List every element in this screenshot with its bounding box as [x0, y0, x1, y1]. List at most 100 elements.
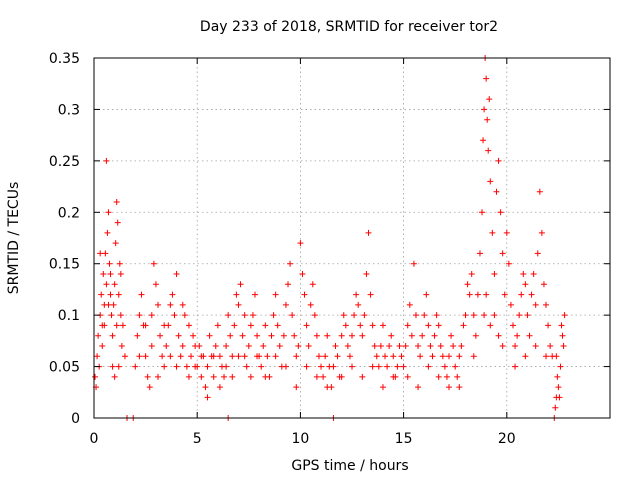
data-point — [223, 363, 230, 370]
y-tick-label: 0.05 — [49, 360, 80, 376]
data-point — [225, 312, 232, 319]
data-point — [390, 353, 397, 360]
data-point — [398, 353, 405, 360]
data-point — [245, 343, 252, 349]
data-point — [402, 343, 409, 349]
data-point — [97, 250, 104, 257]
data-point — [299, 271, 306, 277]
data-point — [247, 373, 254, 380]
data-point — [520, 271, 527, 277]
data-point — [105, 209, 112, 216]
data-point — [142, 322, 149, 329]
data-point — [558, 322, 565, 329]
data-point — [450, 343, 457, 349]
data-point — [100, 271, 107, 277]
data-point — [301, 291, 308, 298]
data-point — [518, 291, 525, 298]
data-point — [443, 373, 450, 380]
data-point — [157, 332, 164, 339]
data-point — [501, 291, 508, 298]
data-point — [538, 229, 545, 236]
data-point — [134, 332, 141, 339]
axis-ticks — [93, 57, 610, 419]
data-point — [221, 373, 228, 380]
data-point — [456, 353, 463, 360]
data-point — [425, 322, 432, 329]
data-point — [285, 281, 292, 288]
data-point — [371, 343, 378, 349]
data-point — [109, 363, 116, 370]
data-point — [262, 322, 269, 329]
data-point — [382, 353, 389, 360]
data-point — [92, 373, 99, 380]
data-point — [349, 332, 355, 339]
data-point — [173, 363, 180, 370]
data-point — [107, 271, 114, 277]
data-point — [188, 353, 195, 360]
data-point — [136, 353, 143, 360]
data-point — [113, 322, 120, 329]
data-point — [138, 291, 145, 298]
data-point — [167, 301, 174, 308]
data-point — [307, 301, 314, 308]
data-point — [491, 271, 498, 277]
data-point — [212, 343, 219, 349]
data-point — [480, 137, 487, 144]
data-point — [241, 353, 248, 360]
data-point — [223, 343, 230, 349]
data-point — [342, 322, 349, 329]
data-point — [483, 75, 490, 82]
data-point — [516, 312, 523, 319]
x-tick-label: 10 — [291, 431, 309, 447]
data-point — [146, 384, 153, 391]
data-point — [404, 373, 411, 380]
data-point — [270, 312, 277, 319]
data-point — [198, 373, 205, 380]
data-point — [332, 343, 339, 349]
data-point — [101, 322, 108, 329]
data-point — [235, 353, 242, 360]
data-point — [202, 384, 209, 391]
data-point — [324, 332, 331, 339]
data-point — [361, 312, 368, 319]
data-point — [274, 322, 281, 329]
data-point — [484, 116, 491, 123]
data-point — [251, 291, 258, 298]
data-point — [204, 363, 211, 370]
data-point — [293, 353, 300, 360]
y-tick-label: 0.2 — [58, 205, 80, 221]
data-point — [322, 353, 329, 360]
data-point — [479, 209, 486, 216]
data-point — [369, 363, 376, 370]
data-point — [470, 353, 477, 360]
data-point — [353, 291, 360, 298]
data-point — [214, 322, 221, 329]
data-point — [505, 260, 512, 267]
data-point — [95, 332, 102, 339]
data-point — [556, 394, 563, 401]
data-point — [247, 322, 254, 329]
data-point — [276, 343, 283, 349]
data-point — [526, 332, 533, 339]
data-point — [540, 281, 547, 288]
data-point — [417, 353, 424, 360]
data-points — [92, 55, 568, 421]
data-point — [334, 353, 341, 360]
plot-frame — [93, 57, 611, 419]
data-point — [171, 312, 178, 319]
data-point — [161, 363, 168, 370]
y-tick-label: 0.3 — [58, 102, 80, 118]
data-point — [554, 373, 561, 380]
data-point — [282, 363, 289, 370]
data-point — [161, 322, 168, 329]
data-point — [431, 332, 438, 339]
data-point — [514, 332, 521, 339]
data-point — [377, 343, 384, 349]
data-point — [297, 240, 304, 247]
data-point — [239, 332, 246, 339]
data-point — [295, 343, 302, 349]
data-point — [289, 312, 296, 319]
data-point — [268, 332, 275, 339]
data-point — [117, 271, 124, 277]
data-point — [190, 332, 197, 339]
